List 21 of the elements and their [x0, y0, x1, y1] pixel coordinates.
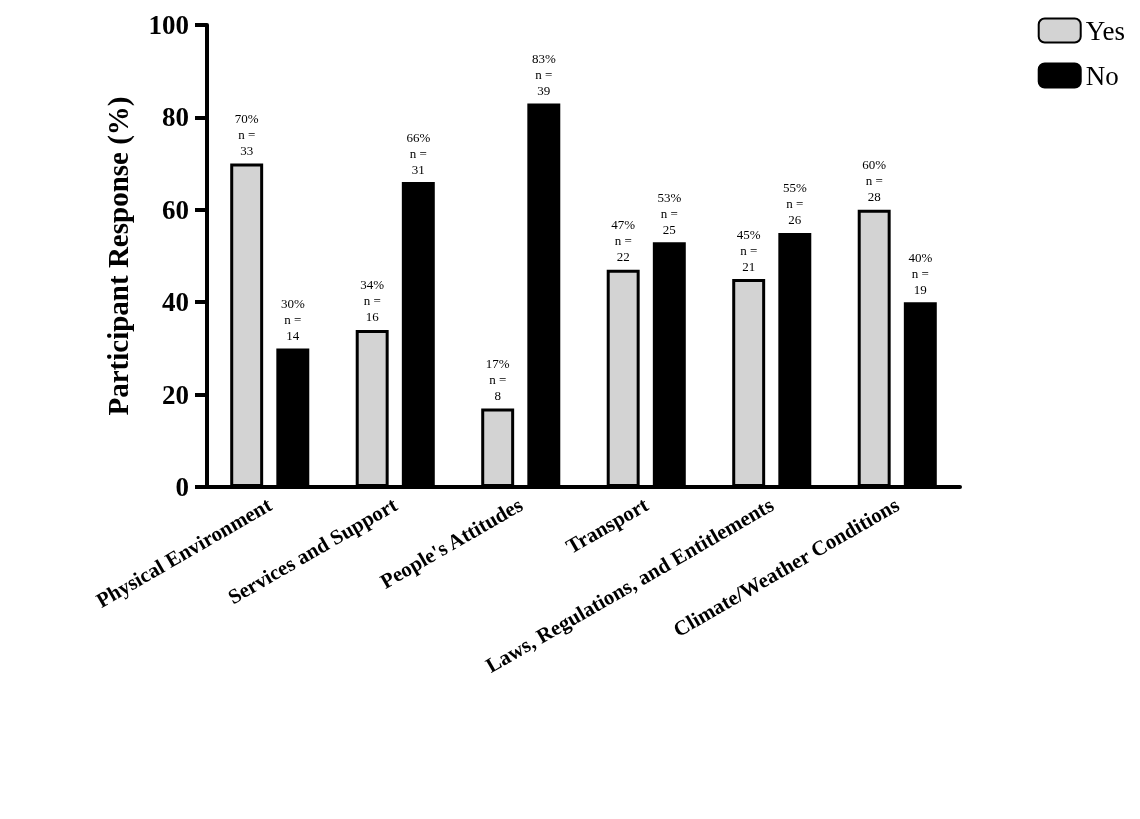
y-tick-label: 60 [162, 194, 189, 225]
data-label: 83% n = 39 [531, 51, 556, 99]
y-tick-label: 80 [162, 102, 189, 133]
y-tick-label: 40 [162, 287, 189, 318]
data-label: 40% n = 19 [908, 249, 933, 297]
legend-label: Yes [1085, 15, 1126, 46]
data-label: 17% n = 8 [485, 355, 510, 403]
y-tick-label: 20 [162, 379, 189, 410]
data-label: 60% n = 28 [862, 157, 887, 205]
data-label: 34% n = 16 [360, 277, 385, 325]
legend-label: No [1085, 60, 1119, 91]
data-label: 45% n = 21 [736, 226, 761, 274]
data-label: 47% n = 22 [611, 217, 636, 265]
data-label: 53% n = 25 [657, 189, 682, 237]
y-tick-label: 0 [175, 472, 189, 502]
y-tick-label: 100 [148, 10, 189, 40]
y-axis-title: Participant Response (%) [101, 96, 135, 416]
data-label: 30% n = 14 [280, 295, 305, 343]
data-label: 55% n = 26 [782, 180, 807, 228]
data-label: 66% n = 31 [406, 129, 431, 177]
data-label: 70% n = 33 [234, 111, 259, 159]
